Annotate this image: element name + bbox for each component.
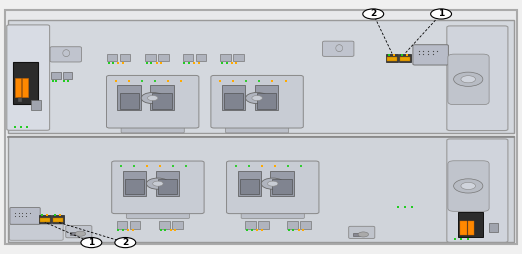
Circle shape [461,182,476,189]
FancyBboxPatch shape [448,161,489,211]
Circle shape [141,92,164,104]
Bar [51,72,61,79]
Bar [120,54,130,61]
Text: ○: ○ [62,48,70,58]
FancyBboxPatch shape [241,210,304,218]
Bar [158,179,177,194]
FancyBboxPatch shape [50,47,81,62]
Bar [52,215,64,223]
Bar [70,232,77,235]
Bar [183,54,193,61]
Bar [399,54,411,62]
Bar [458,212,483,237]
Bar [300,221,311,229]
FancyBboxPatch shape [226,124,289,133]
Bar [257,93,276,109]
Bar [353,233,360,236]
Bar [460,221,467,235]
Bar [39,215,51,223]
Bar [400,57,410,61]
Text: 2: 2 [122,238,128,247]
Circle shape [363,9,384,19]
Bar [22,78,28,97]
Circle shape [461,76,476,83]
FancyBboxPatch shape [323,41,354,56]
FancyBboxPatch shape [447,26,508,131]
FancyBboxPatch shape [126,210,189,218]
Circle shape [146,178,169,189]
Bar [120,93,139,109]
Circle shape [75,231,86,236]
Bar [15,78,21,97]
Bar [258,221,269,229]
Bar [8,20,514,133]
Text: 1: 1 [88,238,94,247]
Circle shape [267,181,278,186]
Circle shape [147,96,158,101]
Bar [31,100,41,110]
Circle shape [431,9,452,19]
Bar [386,54,398,62]
Bar [107,54,117,61]
Bar [123,171,146,196]
Bar [130,221,140,229]
FancyBboxPatch shape [7,25,50,130]
Text: ○: ○ [334,43,342,53]
Bar [125,179,144,194]
Circle shape [252,96,262,101]
Bar [387,57,397,61]
Bar [156,171,179,196]
Bar [53,218,63,222]
Bar [18,98,22,102]
Bar [224,93,243,109]
FancyBboxPatch shape [448,54,489,105]
Bar [150,85,174,110]
FancyBboxPatch shape [447,139,508,242]
Bar [145,54,156,61]
Bar [172,221,183,229]
FancyBboxPatch shape [9,224,63,240]
Circle shape [152,181,163,186]
FancyBboxPatch shape [106,75,199,128]
Bar [272,179,292,194]
Bar [240,179,259,194]
FancyBboxPatch shape [413,45,448,65]
Text: 1: 1 [438,9,444,19]
Bar [40,218,50,222]
Bar [158,54,169,61]
Circle shape [454,72,483,86]
FancyBboxPatch shape [121,124,184,133]
Bar [117,85,141,110]
FancyBboxPatch shape [10,208,40,224]
Bar [8,136,514,242]
Circle shape [358,232,369,237]
Bar [287,221,298,229]
Bar [13,62,38,104]
Bar [270,171,294,196]
Bar [238,171,261,196]
Circle shape [81,237,102,248]
Bar [245,221,256,229]
FancyBboxPatch shape [349,226,375,239]
Text: 2: 2 [370,9,376,19]
Bar [233,54,244,61]
FancyBboxPatch shape [112,161,204,214]
Circle shape [245,92,268,104]
Bar [489,223,498,232]
FancyBboxPatch shape [66,226,92,238]
Bar [152,93,172,109]
Circle shape [261,178,284,189]
Circle shape [454,179,483,193]
Bar [159,221,170,229]
FancyBboxPatch shape [227,161,319,214]
Bar [196,54,206,61]
Bar [117,221,127,229]
Circle shape [115,237,136,248]
Bar [255,85,278,110]
Bar [468,221,474,235]
Bar [222,85,245,110]
Bar [63,72,72,79]
Bar [220,54,231,61]
FancyBboxPatch shape [211,75,303,128]
